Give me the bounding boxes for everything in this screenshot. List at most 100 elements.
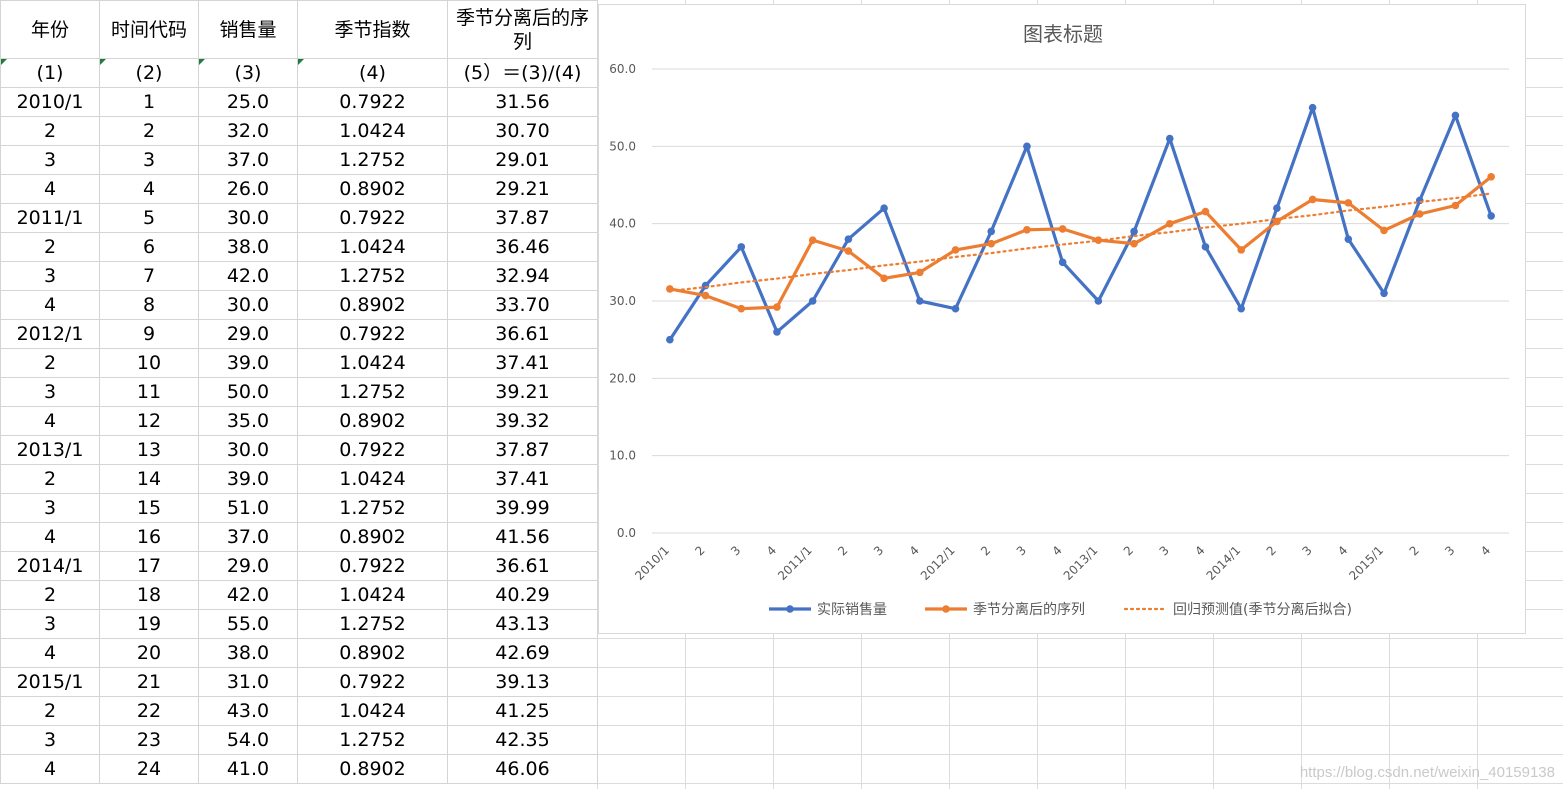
table-cell[interactable]: 39.32: [447, 406, 598, 436]
table-cell[interactable]: 29.0: [198, 551, 298, 581]
table-cell[interactable]: 2010/1: [0, 87, 100, 117]
table-cell[interactable]: 0.8902: [297, 290, 448, 320]
table-cell[interactable]: 1.0424: [297, 580, 448, 610]
table-cell[interactable]: 7: [99, 261, 199, 291]
table-cell[interactable]: 37.0: [198, 522, 298, 552]
table-cell[interactable]: 39.99: [447, 493, 598, 523]
table-cell[interactable]: 1.2752: [297, 493, 448, 523]
table-cell[interactable]: 2: [0, 348, 100, 378]
table-cell[interactable]: 9: [99, 319, 199, 349]
table-cell[interactable]: 42.0: [198, 580, 298, 610]
table-cell[interactable]: 40.29: [447, 580, 598, 610]
table-cell[interactable]: 20: [99, 638, 199, 668]
subheader-cell[interactable]: (2): [99, 58, 199, 88]
table-cell[interactable]: 0.8902: [297, 406, 448, 436]
table-cell[interactable]: 2012/1: [0, 319, 100, 349]
table-cell[interactable]: 2011/1: [0, 203, 100, 233]
table-cell[interactable]: 1.2752: [297, 725, 448, 755]
table-cell[interactable]: 38.0: [198, 232, 298, 262]
table-cell[interactable]: 0.8902: [297, 638, 448, 668]
header-cell[interactable]: 时间代码: [99, 0, 199, 59]
table-cell[interactable]: 2: [0, 696, 100, 726]
table-cell[interactable]: 26.0: [198, 174, 298, 204]
header-cell[interactable]: 年份: [0, 0, 100, 59]
table-cell[interactable]: 23: [99, 725, 199, 755]
table-cell[interactable]: 0.7922: [297, 87, 448, 117]
table-cell[interactable]: 30.0: [198, 435, 298, 465]
table-cell[interactable]: 4: [0, 638, 100, 668]
table-cell[interactable]: 2013/1: [0, 435, 100, 465]
table-cell[interactable]: 1.2752: [297, 609, 448, 639]
table-cell[interactable]: 0.8902: [297, 174, 448, 204]
table-cell[interactable]: 4: [0, 754, 100, 784]
table-cell[interactable]: 0.7922: [297, 319, 448, 349]
table-cell[interactable]: 37.41: [447, 348, 598, 378]
table-cell[interactable]: 36.61: [447, 551, 598, 581]
table-cell[interactable]: 43.13: [447, 609, 598, 639]
subheader-cell[interactable]: (4): [297, 58, 448, 88]
table-cell[interactable]: 41.56: [447, 522, 598, 552]
table-cell[interactable]: 2: [0, 116, 100, 146]
table-cell[interactable]: 30.0: [198, 203, 298, 233]
table-cell[interactable]: 8: [99, 290, 199, 320]
chart-container[interactable]: 图表标题 0.0 10.0 20.0 30.0 40.0 50.0 60.0 2010/1 2 3 4…: [598, 4, 1526, 634]
table-cell[interactable]: 54.0: [198, 725, 298, 755]
table-cell[interactable]: 3: [0, 493, 100, 523]
table-cell[interactable]: 4: [99, 174, 199, 204]
table-cell[interactable]: 0.8902: [297, 754, 448, 784]
header-cell[interactable]: 季节分离后的序列: [447, 0, 598, 59]
header-cell[interactable]: 季节指数: [297, 0, 448, 59]
table-cell[interactable]: 22: [99, 696, 199, 726]
subheader-cell[interactable]: (5）＝(3)/(4): [447, 58, 598, 88]
table-cell[interactable]: 4: [0, 174, 100, 204]
table-cell[interactable]: 30.70: [447, 116, 598, 146]
table-cell[interactable]: 29.01: [447, 145, 598, 175]
table-cell[interactable]: 0.7922: [297, 203, 448, 233]
table-cell[interactable]: 19: [99, 609, 199, 639]
table-cell[interactable]: 37.87: [447, 435, 598, 465]
table-cell[interactable]: 1: [99, 87, 199, 117]
table-cell[interactable]: 36.46: [447, 232, 598, 262]
table-cell[interactable]: 11: [99, 377, 199, 407]
table-cell[interactable]: 30.0: [198, 290, 298, 320]
table-cell[interactable]: 1.2752: [297, 377, 448, 407]
table-cell[interactable]: 12: [99, 406, 199, 436]
table-cell[interactable]: 14: [99, 464, 199, 494]
table-cell[interactable]: 39.13: [447, 667, 598, 697]
table-cell[interactable]: 25.0: [198, 87, 298, 117]
table-cell[interactable]: 29.0: [198, 319, 298, 349]
table-cell[interactable]: 41.0: [198, 754, 298, 784]
table-cell[interactable]: 36.61: [447, 319, 598, 349]
table-cell[interactable]: 3: [0, 377, 100, 407]
table-cell[interactable]: 41.25: [447, 696, 598, 726]
table-cell[interactable]: 6: [99, 232, 199, 262]
table-cell[interactable]: 3: [99, 145, 199, 175]
table-cell[interactable]: 42.69: [447, 638, 598, 668]
table-cell[interactable]: 38.0: [198, 638, 298, 668]
table-cell[interactable]: 33.70: [447, 290, 598, 320]
table-cell[interactable]: 39.0: [198, 464, 298, 494]
table-cell[interactable]: 32.94: [447, 261, 598, 291]
table-cell[interactable]: 39.21: [447, 377, 598, 407]
table-cell[interactable]: 4: [0, 406, 100, 436]
table-cell[interactable]: 5: [99, 203, 199, 233]
table-cell[interactable]: 29.21: [447, 174, 598, 204]
table-cell[interactable]: 42.0: [198, 261, 298, 291]
table-cell[interactable]: 1.0424: [297, 116, 448, 146]
table-cell[interactable]: 21: [99, 667, 199, 697]
table-cell[interactable]: 17: [99, 551, 199, 581]
table-cell[interactable]: 18: [99, 580, 199, 610]
table-cell[interactable]: 39.0: [198, 348, 298, 378]
table-cell[interactable]: 4: [0, 290, 100, 320]
table-cell[interactable]: 1.0424: [297, 464, 448, 494]
table-cell[interactable]: 37.87: [447, 203, 598, 233]
table-cell[interactable]: 13: [99, 435, 199, 465]
table-cell[interactable]: 50.0: [198, 377, 298, 407]
header-cell[interactable]: 销售量: [198, 0, 298, 59]
table-cell[interactable]: 10: [99, 348, 199, 378]
table-cell[interactable]: 37.41: [447, 464, 598, 494]
table-cell[interactable]: 0.7922: [297, 551, 448, 581]
table-cell[interactable]: 55.0: [198, 609, 298, 639]
table-cell[interactable]: 31.0: [198, 667, 298, 697]
table-cell[interactable]: 3: [0, 725, 100, 755]
